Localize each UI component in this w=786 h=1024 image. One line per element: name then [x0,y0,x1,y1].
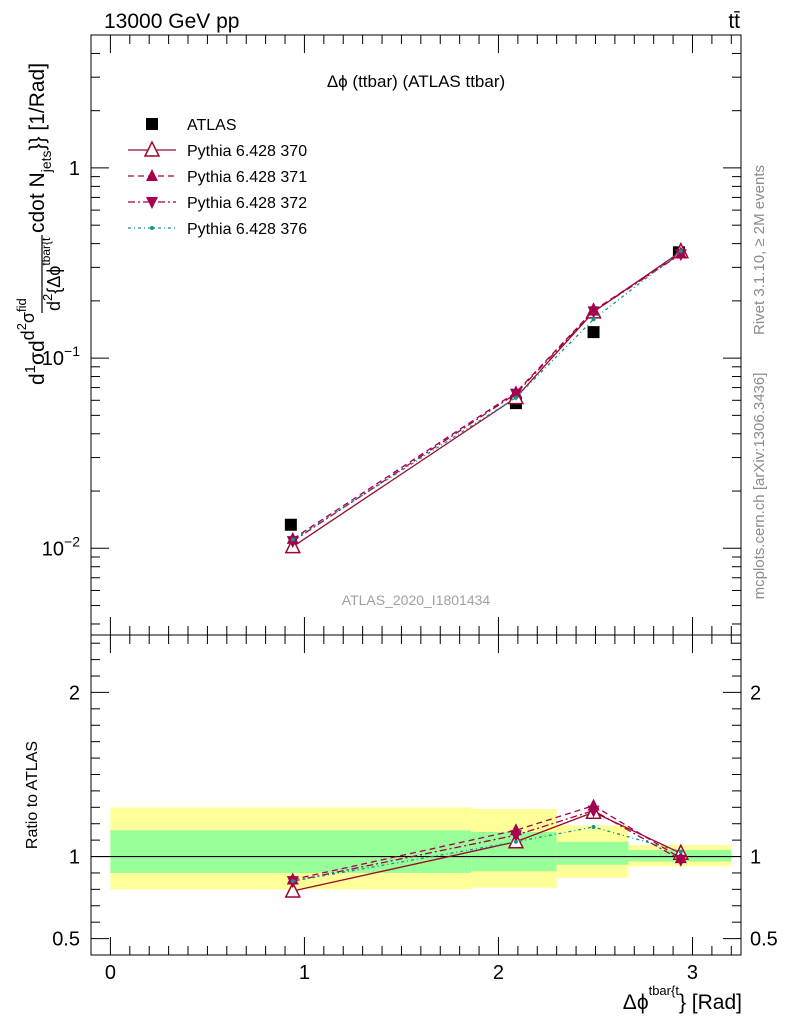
main-y-tick-label: 10−2 [42,533,80,560]
ratio-data-point [587,805,600,818]
ratio-data-point [290,879,295,884]
uncertainty-band-inner [110,830,472,873]
ylabel-frac-den: σ [26,352,49,365]
ratio-series-line [292,826,682,882]
series-atlas [284,246,685,531]
main-title: Δϕ (ttbar) (ATLAS ttbar) [327,72,505,91]
xlabel-tail: } [Rad] [679,991,742,1014]
ratio-y-tick-label-right: 2 [750,682,761,704]
data-point [284,518,297,531]
data-point [587,326,600,339]
legend-entry-atlas: ATLAS [146,117,237,134]
legend-entry-pythia-6-428-370: Pythia 6.428 370 [128,140,307,160]
legend-label: Pythia 6.428 376 [187,221,307,238]
series-pythia-6-428-372 [286,249,687,549]
ratio-plot-frame [90,634,742,956]
ylabel-den-sup: tbar{t [39,237,53,266]
ratio-data-point [513,839,518,844]
ylabel-num-sigma: σ [18,312,38,323]
ratio-y-tick-label-left: 0.5 [52,929,80,951]
x-axis-label: Δϕtbar{t} [Rad] [623,983,742,1014]
data-point [587,306,600,319]
legend-marker [146,197,158,209]
ratio-panel: 0.5 0.5 1 1 2 2 0 1 2 3 Ratio to ATLAS Δϕtbar{t} … [24,634,778,1014]
data-point [286,536,299,549]
legend-label: Pythia 6.428 371 [187,169,307,186]
ratio-series-line [292,811,682,892]
legend-marker [143,140,161,157]
data-point [513,395,518,400]
main-series-layer [284,241,690,554]
ratio-y-tick-label-left: 1 [69,847,80,869]
data-point [509,388,522,401]
data-point [591,317,596,322]
x-tick-label: 2 [493,962,504,984]
ratio-data-point [284,881,302,898]
x-tick-label: 3 [687,962,698,984]
ratio-series-pythia-6-428-376 [290,825,683,884]
ratio-y-tick-label-right: 1 [750,847,761,869]
ylabel-tail-sub: jets [38,151,54,174]
series-line [292,250,682,541]
main-y-tick-label: 10−1 [42,343,80,370]
ratio-data-point [509,830,522,843]
xlabel-base: Δϕ [623,991,649,1014]
ratio-uncertainty-bands [110,807,732,890]
ratio-axis-ticks: 0.5 0.5 1 1 2 2 0 1 2 3 [52,635,778,984]
ratio-data-point [678,849,683,854]
ylabel-sup-2: 2 [14,323,29,330]
data-point [290,537,295,542]
main-y-axis-label: d1σdd2σfid d2{Δϕtbar{t cdot Njets}} [1/R… [14,63,64,385]
legend-marker [146,169,158,181]
ratio-series-line [292,804,682,881]
rivet-label: Rivet 3.1.10, ≥ 2M events [751,165,768,335]
main-panel: 10−210−11 Δϕ (ttbar) (ATLAS ttbar) ATLAS… [14,34,742,636]
svg-text:d1σdd2σfid: d1σdd2σfid [14,298,49,385]
legend-label: ATLAS [187,117,237,134]
mcplots-label: mcplots.cern.ch [arXiv:1306.3436] [751,373,768,600]
ylabel-tail: cdot N [26,172,49,233]
series-pythia-6-428-376 [290,249,683,542]
ylabel-tail-end: }} [1/Rad] [26,63,49,151]
legend-entry-pythia-6-428-372: Pythia 6.428 372 [128,195,307,212]
ylabel-frac-num: 1 [22,365,39,373]
ylabel-num-d: d [18,330,38,340]
x-tick-label: 0 [105,962,116,984]
data-point [674,249,687,262]
ratio-y-axis-label: Ratio to ATLAS [24,741,41,849]
ylabel-d2: d [26,340,49,352]
legend-label: Pythia 6.428 370 [187,143,307,160]
ratio-series-layer [284,798,690,898]
ylabel-den-body: {Δϕ [44,266,64,294]
legend-marker [150,226,154,230]
ratio-y-tick-label-right: 0.5 [750,929,778,951]
series-line [292,252,682,540]
main-axis-ticks: 10−2 10−1 1 [42,34,741,635]
ylabel-den-d: d [44,301,64,311]
ylabel-d1: d [26,373,49,385]
legend-label: Pythia 6.428 372 [187,195,307,212]
x-tick-label: 1 [299,962,310,984]
svg-text:d2{Δϕtbar{t: d2{Δϕtbar{t [39,237,64,311]
ratio-data-point [674,854,687,867]
legend-marker [146,118,158,130]
legend: ATLAS Pythia 6.428 370 Pythia 6.428 371 Pyt… [128,117,307,238]
ratio-data-point [591,825,596,829]
process-label: tt̄ [728,10,740,33]
series-pythia-6-428-371 [286,246,687,544]
legend-entry-pythia-6-428-376: Pythia 6.428 376 [128,221,307,238]
analysis-watermark: ATLAS_2020_I1801434 [342,592,491,608]
ylabel-den-sup2: 2 [40,294,55,301]
uncertainty-band-inner [556,841,629,865]
legend-entry-pythia-6-428-371: Pythia 6.428 371 [128,169,307,186]
energy-label: 13000 GeV pp [104,10,239,33]
data-point [678,249,683,254]
xlabel-sup: tbar{t [649,983,680,998]
svg-text:cdot Njets}} [1/Rad]: cdot Njets}} [1/Rad] [26,63,54,233]
ratio-y-tick-label-left: 2 [69,682,80,704]
main-y-tick-label: 1 [69,158,80,180]
ylabel-sup-fid: fid [14,298,29,312]
